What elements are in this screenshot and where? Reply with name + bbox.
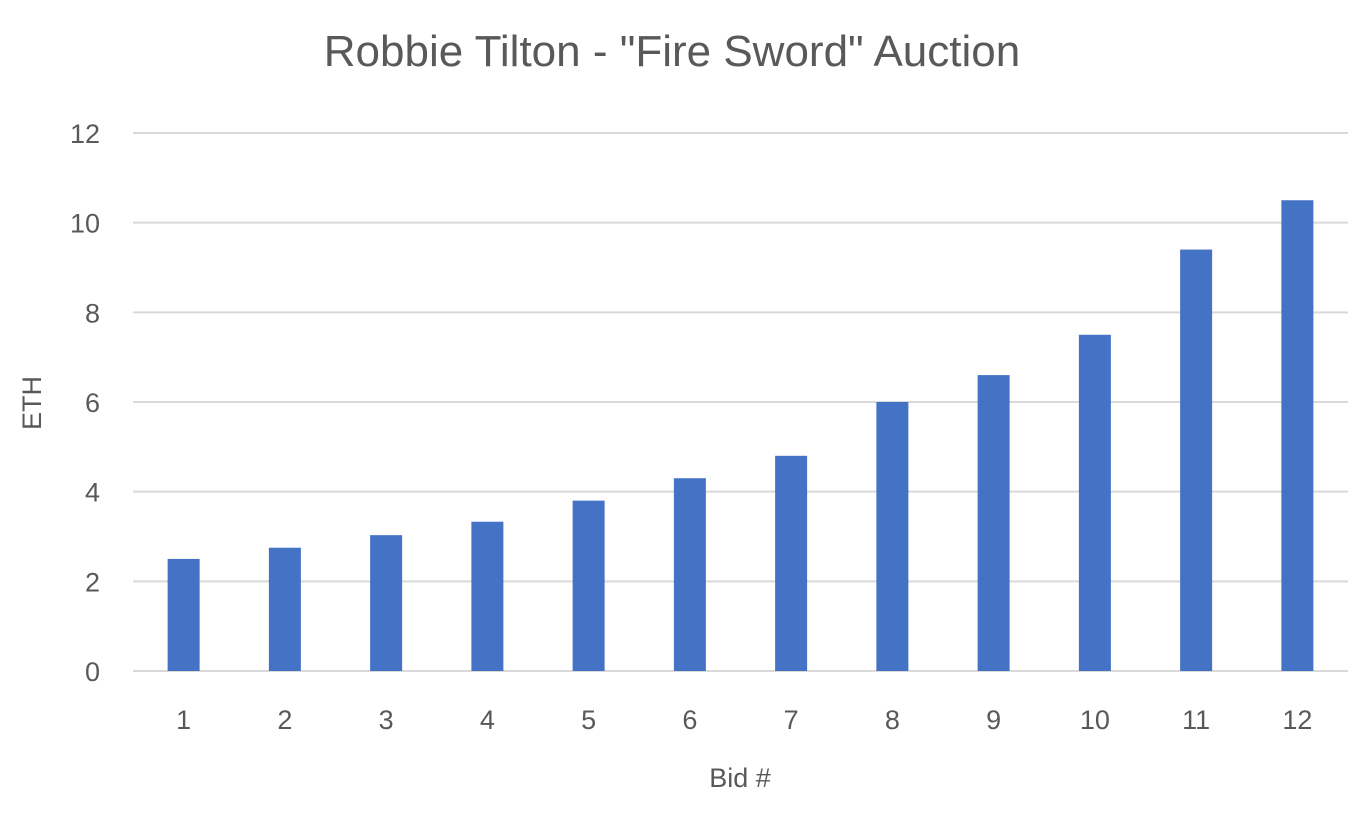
y-axis-ticks: 0 2 4 6 8 10 12 [70, 119, 100, 687]
bar-8 [876, 402, 909, 671]
x-tick-label: 1 [176, 705, 191, 735]
bar-6 [673, 478, 706, 671]
x-tick-label: 12 [1282, 705, 1312, 735]
bar-1 [167, 558, 200, 671]
bar-10 [1078, 334, 1111, 671]
x-tick-label: 8 [885, 705, 900, 735]
bar-4 [471, 521, 504, 671]
bar-11 [1180, 249, 1213, 672]
x-tick-label: 10 [1080, 705, 1110, 735]
x-tick-label: 2 [277, 705, 292, 735]
x-tick-label: 6 [682, 705, 697, 735]
y-tick-label: 10 [70, 209, 100, 239]
y-tick-label: 6 [85, 388, 100, 418]
y-tick-label: 0 [85, 657, 100, 687]
bar-12 [1281, 200, 1314, 671]
x-tick-label: 4 [480, 705, 495, 735]
x-tick-label: 9 [986, 705, 1001, 735]
bar-9 [977, 375, 1010, 671]
y-tick-label: 8 [85, 298, 100, 328]
bar-7 [775, 455, 808, 671]
y-tick-label: 4 [85, 478, 100, 508]
y-tick-label: 12 [70, 119, 100, 149]
x-axis-ticks: 1 2 3 4 5 6 7 8 9 10 11 12 [176, 705, 1312, 735]
x-tick-label: 5 [581, 705, 596, 735]
bar-2 [268, 547, 301, 671]
bar-5 [572, 500, 605, 671]
x-tick-label: 3 [379, 705, 394, 735]
bar-3 [370, 535, 403, 671]
chart-title: Robbie Tilton - "Fire Sword" Auction [324, 27, 1020, 76]
y-tick-label: 2 [85, 567, 100, 597]
x-tick-label: 7 [784, 705, 799, 735]
y-axis-title: ETH [17, 376, 47, 430]
gridlines [133, 132, 1348, 672]
bars [167, 200, 1314, 672]
x-tick-label: 11 [1182, 705, 1210, 735]
x-axis-title: Bid # [709, 763, 771, 793]
